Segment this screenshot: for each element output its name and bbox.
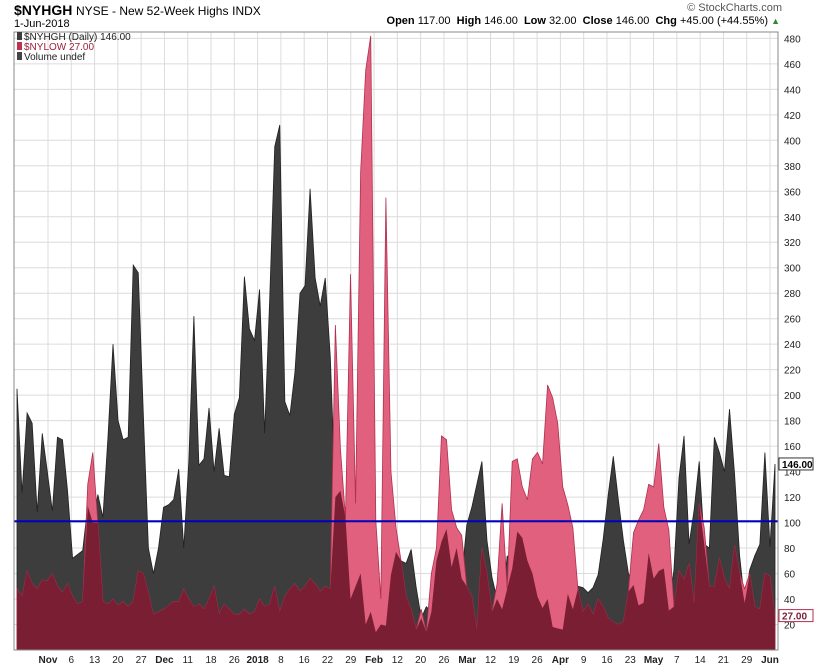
open-label: Open: [386, 15, 415, 27]
last-value-highs-box: [778, 457, 814, 471]
x-tick-label: 16: [601, 655, 613, 666]
x-tick-label: 13: [89, 655, 101, 666]
plot-frame: [13, 31, 779, 651]
y-tick-label: 160: [784, 442, 801, 453]
legend-highs: $NYHGH (Daily) 146.00: [24, 32, 131, 43]
x-tick-label: 12: [392, 655, 404, 666]
y-tick-label: 440: [784, 85, 801, 96]
y-tick-label: 180: [784, 417, 801, 428]
plot-areas: [14, 35, 778, 651]
y-tick-label: 380: [784, 162, 801, 173]
x-tick-label: 14: [695, 655, 707, 666]
x-tick-label: 8: [278, 655, 284, 666]
x-tick-label: 21: [718, 655, 730, 666]
x-tick-label: 2018: [246, 655, 269, 666]
type-label: INDX: [232, 4, 261, 18]
low-value: 32.00: [549, 15, 577, 27]
x-tick-label: 7: [674, 655, 680, 666]
close-value: 146.00: [615, 15, 650, 27]
last-value-lows-box: [778, 609, 814, 623]
y-tick-label: 400: [784, 136, 801, 147]
x-tick-label: Mar: [458, 655, 476, 666]
x-tick-label: 26: [532, 655, 544, 666]
x-tick-label: Feb: [365, 655, 383, 666]
y-tick-label: 240: [784, 340, 801, 351]
y-tick-label: 80: [784, 544, 796, 555]
legend-swatch-volume: [17, 52, 22, 60]
x-tick-label: 20: [112, 655, 124, 666]
y-tick-label: 300: [784, 264, 801, 275]
y-tick-label: 20: [784, 621, 796, 632]
x-tick-label: Dec: [155, 655, 174, 666]
x-tick-label: 20: [415, 655, 427, 666]
y-tick-label: 120: [784, 493, 801, 504]
y-tick-label: 220: [784, 366, 801, 377]
x-tick-label: 11: [183, 655, 194, 666]
y-tick-label: 460: [784, 60, 801, 71]
x-tick-label: 29: [345, 655, 357, 666]
y-tick-label: 60: [784, 570, 796, 581]
last-value-lows: 27.00: [782, 612, 807, 623]
chg-label: Chg: [655, 15, 677, 27]
legend-lows: $NYLOW 27.00: [24, 42, 94, 53]
high-value: 146.00: [484, 15, 518, 27]
chart-title: $NYHGH NYSE - New 52-Week Highs INDX: [14, 2, 261, 18]
y-tick-label: 420: [784, 111, 801, 122]
x-tick-label: Apr: [552, 655, 569, 666]
brand-label: © StockCharts.com: [687, 2, 782, 14]
x-tick-label: 27: [136, 655, 148, 666]
x-tick-label: 16: [299, 655, 311, 666]
legend-swatch-highs: [17, 32, 22, 40]
series-overlap-area: [17, 490, 775, 650]
date-label: 1-Jun-2018: [14, 18, 70, 30]
up-arrow-icon: ▲: [771, 16, 780, 26]
x-tick-label: Nov: [39, 655, 58, 666]
x-tick-label: 22: [322, 655, 334, 666]
x-tick-label: 18: [205, 655, 217, 666]
y-tick-label: 360: [784, 187, 801, 198]
y-tick-label: 40: [784, 595, 796, 606]
x-tick-label: May: [644, 655, 664, 666]
legend: $NYHGH (Daily) 146.00 $NYLOW 27.00 Volum…: [17, 32, 131, 63]
x-tick-label: 23: [625, 655, 637, 666]
x-tick-label: 6: [69, 655, 75, 666]
y-tick-label: 140: [784, 468, 801, 479]
legend-volume: Volume undef: [24, 52, 85, 63]
chg-value: +45.00 (+44.55%): [679, 15, 769, 27]
high-label: High: [456, 15, 482, 27]
y-tick-label: 320: [784, 238, 801, 249]
x-tick-label: 29: [741, 655, 753, 666]
description-label: NYSE - New 52-Week Highs: [75, 4, 229, 18]
x-tick-label: 9: [581, 655, 587, 666]
x-tick-label: 26: [438, 655, 450, 666]
x-tick-label: 12: [485, 655, 497, 666]
x-tick-label: 26: [229, 655, 241, 666]
y-axis: 20 40 60 80 100 120 140 160 180 200 220 240 260 280 30…: [784, 34, 801, 631]
legend-swatch-lows: [17, 42, 22, 50]
y-tick-label: 200: [784, 391, 801, 402]
open-value: 117.00: [417, 15, 451, 27]
x-tick-label: 19: [508, 655, 520, 666]
low-label: Low: [523, 15, 546, 27]
close-label: Close: [582, 15, 613, 27]
last-value-highs: 146.00: [782, 460, 813, 471]
y-tick-label: 260: [784, 315, 801, 326]
y-tick-label: 280: [784, 289, 801, 300]
y-tick-label: 480: [784, 34, 801, 45]
y-tick-label: 100: [784, 519, 801, 530]
symbol-label: $NYHGH: [14, 2, 73, 18]
y-tick-label: 340: [784, 213, 801, 224]
x-axis: Nov 6 13 20 27 Dec 11 18 26 2018 8 16 22 29 Feb 12 20 26 M…: [39, 655, 779, 666]
x-tick-label: Jun: [761, 655, 779, 666]
last-value-badges: 146.00 27.00: [778, 457, 814, 623]
ohlc-readout: Open 117.00 High 146.00 Low 32.00 Close …: [387, 15, 780, 27]
